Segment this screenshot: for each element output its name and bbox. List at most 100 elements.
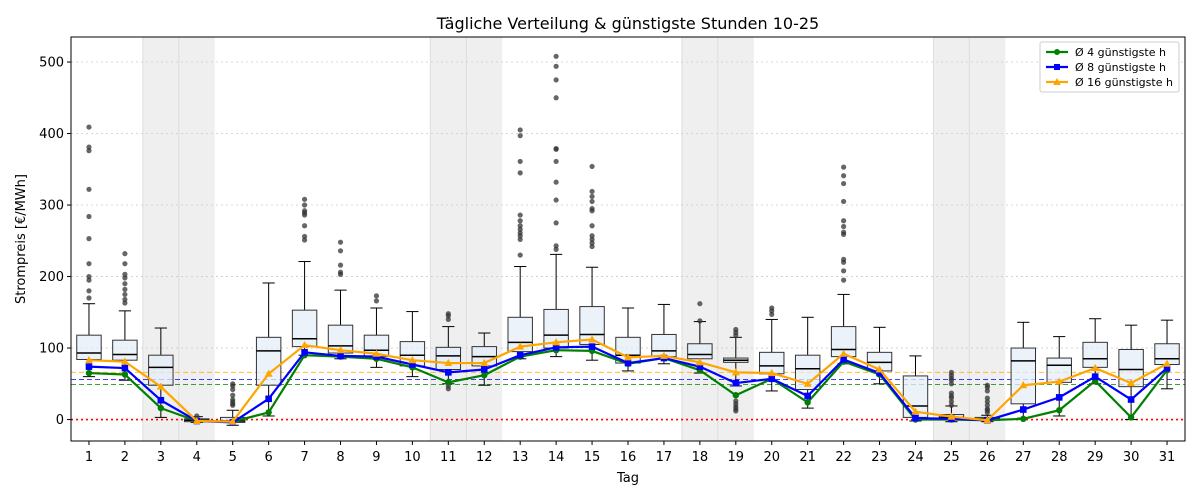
box-day-13: [507, 127, 533, 360]
series-point: [1055, 394, 1063, 401]
series-point: [481, 372, 488, 379]
series-point: [875, 365, 884, 373]
x-tick-label: 3: [157, 450, 165, 465]
flier-point: [948, 402, 955, 408]
y-tick-label: 200: [39, 270, 64, 285]
flier-point: [517, 127, 523, 133]
flier-point: [301, 202, 308, 208]
flier-point: [984, 382, 990, 388]
flier-point: [86, 288, 92, 294]
legend-entry-1: Ø 8 günstigste h: [1046, 61, 1166, 74]
flier-point: [841, 173, 847, 179]
flier-point: [841, 277, 847, 283]
box-day-15: [579, 163, 605, 361]
box-day-2: [112, 251, 138, 381]
x-tick-label: 17: [656, 450, 673, 465]
flier-point: [122, 291, 128, 298]
flier-point: [841, 256, 847, 262]
y-tick-label: 300: [39, 199, 64, 214]
y-tick-label: 100: [39, 342, 64, 357]
series-point: [767, 368, 776, 377]
x-tick-label: 30: [1123, 450, 1140, 465]
flier-point: [553, 158, 559, 165]
flier-point: [122, 251, 128, 257]
series-point: [839, 349, 848, 357]
series-point: [445, 369, 452, 376]
x-tick-label: 9: [372, 450, 380, 465]
flier-point: [301, 196, 308, 202]
flier-point: [122, 275, 128, 281]
x-tick-label: 24: [907, 450, 924, 465]
flier-point: [733, 398, 739, 404]
flier-point: [553, 95, 559, 101]
flier-point: [733, 326, 739, 333]
flier-point: [301, 237, 308, 243]
flier-point: [230, 386, 236, 393]
series-point: [85, 363, 93, 370]
flier-point: [86, 148, 92, 154]
flier-point: [553, 179, 559, 185]
flier-point: [337, 262, 344, 268]
flier-point: [86, 261, 92, 267]
series-point: [409, 361, 416, 368]
x-tick-label: 19: [728, 450, 745, 465]
legend-box: [1039, 41, 1180, 93]
series-point: [912, 414, 919, 422]
flier-point: [948, 399, 955, 405]
series-point: [1020, 415, 1027, 423]
flier-point: [86, 273, 92, 280]
series-point: [911, 407, 920, 415]
series-point: [552, 338, 561, 346]
series-point: [192, 416, 201, 424]
series-point: [983, 416, 992, 424]
series-point: [803, 379, 812, 387]
series-point: [445, 379, 452, 386]
flier-point: [86, 124, 92, 130]
box-iqr: [291, 309, 318, 348]
series-point: [1163, 364, 1171, 372]
series-point: [265, 395, 272, 403]
flier-point: [517, 226, 523, 232]
flier-point: [841, 164, 847, 170]
series-point: [156, 382, 165, 390]
x-tick-label: 28: [1051, 450, 1068, 465]
series-point: [480, 358, 489, 367]
box-iqr: [1010, 347, 1037, 405]
x-axis-label: Tag: [616, 471, 639, 486]
series-point: [732, 392, 740, 399]
legend-entry-2: Ø 16 günstigste h: [1046, 76, 1173, 89]
series-point: [695, 358, 704, 366]
series-2: [84, 335, 1172, 425]
legend-label: Ø 4 günstigste h: [1075, 46, 1166, 59]
flier-point: [373, 293, 380, 299]
x-tick-label: 20: [763, 450, 780, 465]
series-point: [1091, 373, 1099, 380]
flier-point: [841, 268, 847, 274]
flier-point: [841, 198, 847, 205]
series-point: [1163, 359, 1172, 367]
series-point: [516, 342, 525, 350]
flier-point: [301, 233, 308, 240]
y-tick-label: 500: [39, 56, 64, 71]
series-point: [1127, 396, 1135, 403]
flier-point: [337, 269, 344, 275]
flier-point: [373, 298, 380, 304]
x-tick-label: 14: [548, 450, 565, 465]
series-point: [337, 352, 344, 360]
flier-point: [86, 295, 92, 301]
x-tick-label: 10: [404, 450, 421, 465]
box-iqr: [112, 339, 138, 361]
flier-point: [517, 158, 523, 165]
flier-point: [445, 311, 451, 317]
series-point: [804, 392, 811, 400]
flier-point: [194, 413, 200, 419]
series-point: [1055, 377, 1064, 385]
flier-point: [553, 246, 559, 252]
y-tick-label: 400: [39, 127, 64, 142]
flier-point: [122, 271, 128, 277]
box-day-6: [255, 282, 282, 417]
flier-point: [589, 188, 595, 195]
flier-point: [589, 198, 595, 205]
flier-point: [984, 402, 990, 408]
y-tick-label: 0: [56, 413, 64, 428]
